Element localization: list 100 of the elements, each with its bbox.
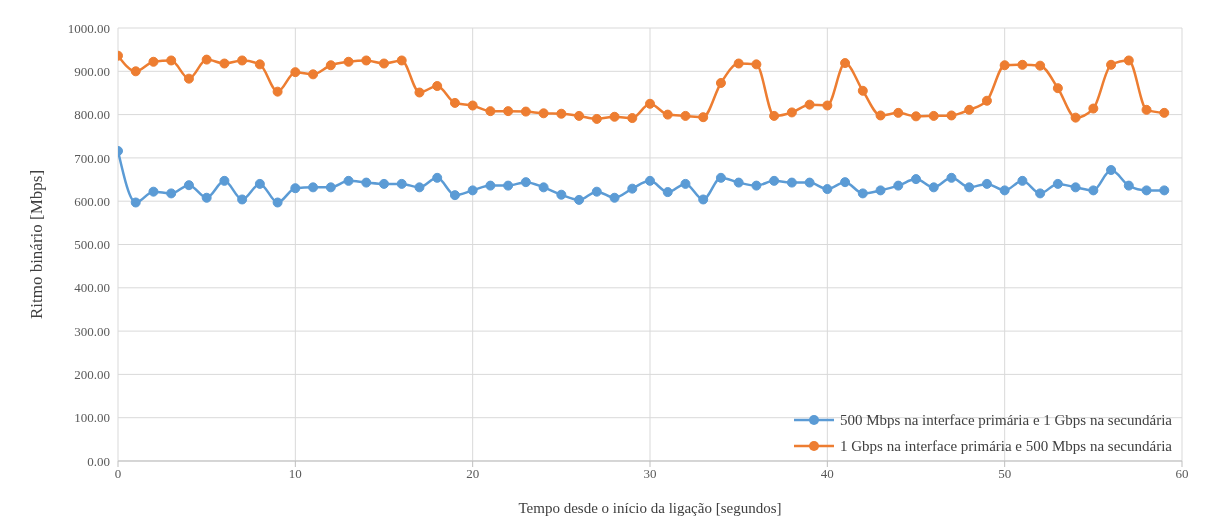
point	[432, 81, 443, 92]
x-tick-label: 50	[998, 466, 1012, 482]
point	[237, 194, 248, 205]
y-axis-title: Ritmo binário [Mbps]	[27, 169, 47, 320]
point	[148, 186, 159, 197]
point	[662, 109, 673, 120]
point	[609, 192, 620, 203]
point	[166, 188, 177, 199]
point	[379, 178, 389, 189]
point	[1141, 104, 1152, 115]
point	[467, 185, 478, 196]
point	[786, 107, 797, 118]
x-tick-label: 40	[820, 466, 834, 482]
point	[449, 190, 460, 201]
y-tick-label: 900.00	[74, 63, 110, 79]
point	[769, 175, 780, 186]
point	[574, 110, 585, 121]
point	[538, 182, 549, 193]
point	[591, 113, 602, 124]
y-tick-label: 800.00	[74, 107, 110, 123]
point	[786, 177, 797, 188]
y-tick-label: 700.00	[74, 150, 110, 166]
point	[680, 110, 691, 121]
x-tick-label: 10	[288, 466, 302, 482]
point	[857, 85, 868, 96]
point	[609, 111, 620, 122]
point	[715, 172, 726, 183]
point	[981, 95, 992, 106]
point	[840, 58, 851, 69]
y-tick-label: 0.00	[87, 453, 110, 469]
point	[1017, 175, 1028, 186]
point	[556, 108, 567, 119]
point	[272, 197, 283, 208]
point	[751, 180, 762, 191]
point	[715, 77, 726, 88]
point	[219, 175, 230, 186]
point	[1123, 55, 1134, 66]
point	[981, 178, 992, 189]
point	[964, 182, 975, 193]
point	[1123, 180, 1134, 191]
point	[804, 99, 815, 110]
y-tick-label: 300.00	[74, 323, 110, 339]
point	[201, 192, 212, 203]
point	[201, 54, 212, 65]
point	[698, 112, 709, 123]
point	[520, 106, 531, 117]
point	[840, 177, 851, 188]
point	[999, 60, 1010, 71]
point	[946, 172, 957, 183]
point	[591, 186, 602, 197]
point	[1088, 103, 1099, 114]
point	[396, 55, 407, 66]
point	[964, 104, 975, 115]
point	[1159, 107, 1170, 118]
point	[1052, 178, 1063, 189]
point	[645, 98, 655, 109]
point	[1070, 112, 1081, 123]
point	[1106, 59, 1117, 70]
point	[254, 178, 265, 189]
point	[432, 172, 443, 183]
x-tick-label: 60	[1175, 466, 1189, 482]
point	[574, 194, 585, 205]
point	[698, 194, 709, 205]
point	[379, 58, 389, 69]
point	[627, 183, 638, 194]
point	[751, 59, 762, 70]
legend-label: 500 Mbps na interface primária e 1 Gbps na secundária	[840, 411, 1172, 430]
point	[538, 108, 549, 119]
point	[928, 182, 939, 193]
point	[396, 178, 407, 189]
point	[680, 178, 691, 189]
point	[875, 110, 886, 121]
point	[857, 188, 868, 199]
point	[130, 66, 141, 77]
y-tick-label: 200.00	[74, 367, 110, 383]
point	[414, 182, 425, 193]
point	[449, 97, 460, 108]
y-tick-label: 1000.00	[67, 20, 110, 36]
point	[893, 107, 904, 118]
point	[822, 184, 833, 195]
y-tick-label: 400.00	[74, 280, 110, 296]
point	[325, 182, 336, 193]
point	[520, 177, 531, 188]
y-tick-label: 100.00	[74, 410, 110, 426]
point	[733, 58, 744, 69]
point	[946, 110, 957, 121]
point	[1159, 185, 1170, 196]
point	[503, 106, 514, 117]
point	[875, 185, 886, 196]
point	[254, 59, 265, 70]
point	[166, 55, 177, 66]
point	[662, 187, 673, 198]
point	[272, 86, 283, 97]
point	[733, 177, 744, 188]
point	[1035, 60, 1046, 71]
point	[999, 185, 1010, 196]
point	[290, 183, 301, 194]
x-tick-label: 30	[643, 466, 657, 482]
point	[1141, 185, 1152, 196]
point	[237, 55, 248, 66]
